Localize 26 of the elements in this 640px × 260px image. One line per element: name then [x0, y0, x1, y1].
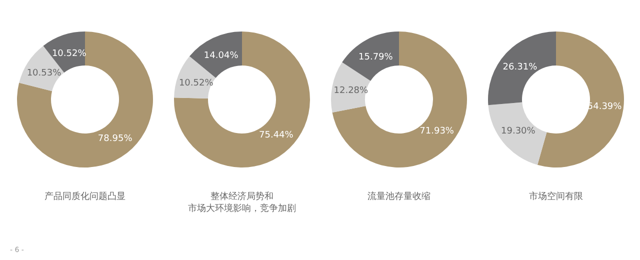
text: 产品同质化问题凸显 — [44, 191, 126, 202]
data-label: 10.52% — [52, 49, 87, 60]
donut-slice — [332, 32, 467, 168]
data-label: 26.31% — [502, 62, 538, 72]
data-label: 14.04% — [204, 51, 239, 62]
data-label: 19.30% — [501, 126, 536, 137]
data-label: 10.52% — [178, 78, 214, 88]
donut-slice — [331, 62, 371, 113]
data-label: 12.28% — [334, 86, 369, 96]
donut-slice — [488, 102, 547, 165]
data-label: 15.79% — [358, 52, 394, 62]
donut-slice — [488, 32, 556, 106]
data-label: 75.44% — [259, 130, 294, 141]
donut-slice — [342, 32, 399, 81]
text: 市场大环境影响，竞争加剧 — [188, 203, 296, 214]
text: 流量池存量收缩 — [368, 191, 430, 202]
text: 市场空间有限 — [529, 191, 583, 202]
text: 整体经济局势和 — [210, 191, 274, 202]
data-label: 10.53% — [26, 68, 62, 79]
donut-slice — [537, 32, 624, 168]
data-label: 71.93% — [420, 126, 454, 137]
data-label: 54.39% — [587, 102, 622, 112]
donut-slice — [174, 32, 310, 168]
data-label: 78.95% — [98, 134, 133, 144]
donut-slice — [189, 32, 242, 78]
donut-slice — [17, 32, 153, 168]
